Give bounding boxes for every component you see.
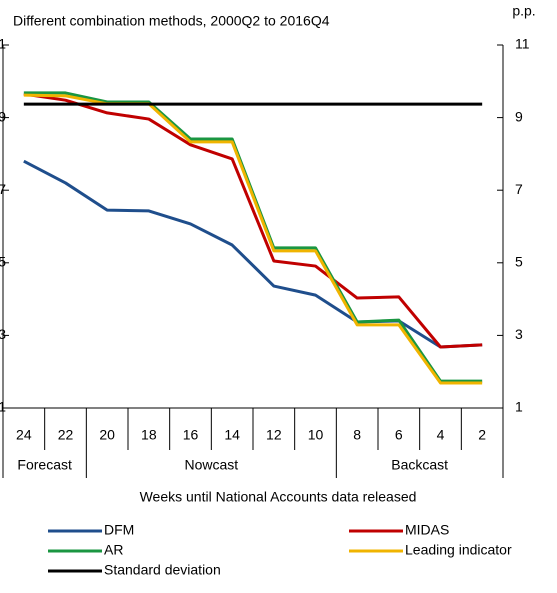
x-group-label: Nowcast: [184, 457, 238, 473]
x-tick-label: 18: [141, 427, 157, 443]
y-tick-label: 7: [0, 181, 6, 197]
y-tick-label: 9: [0, 108, 6, 124]
legend-label: Leading indicator: [405, 542, 512, 558]
x-tick-label: 10: [308, 427, 324, 443]
x-tick-label: 12: [266, 427, 282, 443]
x-axis-label: Weeks until National Accounts data relea…: [140, 489, 417, 505]
y-unit: p.p.: [512, 3, 535, 19]
x-tick-label: 8: [353, 427, 361, 443]
series-line: [23, 159, 483, 349]
x-group-label: Forecast: [17, 457, 72, 473]
legend-label: Standard deviation: [104, 562, 221, 578]
x-tick-label: 4: [437, 427, 445, 443]
y-tick-label: 11: [0, 36, 6, 52]
y-tick-label: 3: [0, 326, 6, 342]
y-tick-label: 1: [0, 399, 6, 415]
x-tick-label: 14: [224, 427, 240, 443]
series-line: [23, 92, 483, 349]
y-tick-label: 7: [515, 181, 523, 197]
x-tick-label: 20: [99, 427, 115, 443]
series-line: [23, 91, 483, 383]
y-tick-label: 5: [0, 254, 6, 270]
x-tick-label: 22: [58, 427, 74, 443]
legend-label: DFM: [104, 522, 134, 538]
x-tick-label: 16: [183, 427, 199, 443]
chart-title: Different combination methods, 2000Q2 to…: [13, 13, 330, 29]
legend-label: AR: [104, 542, 123, 558]
x-tick-label: 2: [478, 427, 486, 443]
y-tick-label: 11: [515, 36, 530, 52]
x-tick-label: 24: [16, 427, 32, 443]
y-tick-label: 5: [515, 254, 523, 270]
legend-label: MIDAS: [405, 522, 449, 538]
x-tick-label: 6: [395, 427, 403, 443]
y-tick-label: 1: [515, 399, 523, 415]
y-tick-label: 9: [515, 108, 523, 124]
y-tick-label: 3: [515, 326, 523, 342]
series-line: [23, 93, 483, 385]
x-group-label: Backcast: [391, 457, 448, 473]
